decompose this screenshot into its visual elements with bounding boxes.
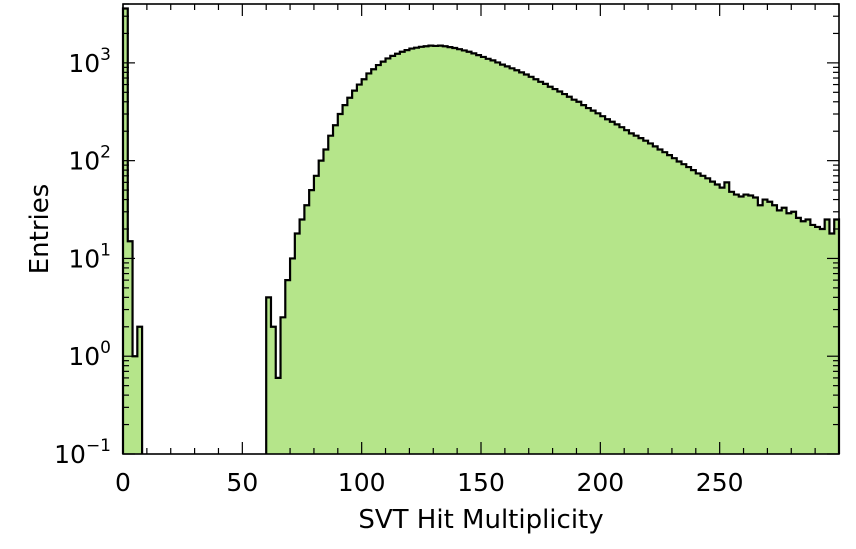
y-tick-labels: 10−1 100 101 102 103 — [54, 45, 111, 469]
y-tick-label: 10−1 — [54, 436, 111, 469]
y-axis-title: Entries — [25, 184, 55, 275]
plot-frame — [122, 3, 840, 455]
x-tick-label: 50 — [226, 468, 258, 497]
x-axis-title: SVT Hit Multiplicity — [358, 505, 603, 535]
histogram-outline — [121, 7, 841, 454]
x-tick-label: 250 — [696, 468, 744, 497]
axis-ticks — [122, 3, 840, 455]
x-tick-label: 0 — [115, 468, 131, 497]
y-tick-label: 102 — [68, 143, 111, 176]
histogram-fill — [121, 7, 841, 454]
histogram-area — [123, 8, 839, 454]
y-tick-label: 103 — [68, 45, 111, 78]
y-tick-label: 101 — [68, 240, 111, 273]
x-tick-label: 100 — [338, 468, 386, 497]
x-tick-label: 150 — [457, 468, 505, 497]
x-tick-labels: 0 50 100 150 200 250 — [115, 468, 743, 497]
x-tick-label: 200 — [576, 468, 624, 497]
y-tick-label: 100 — [68, 338, 111, 371]
